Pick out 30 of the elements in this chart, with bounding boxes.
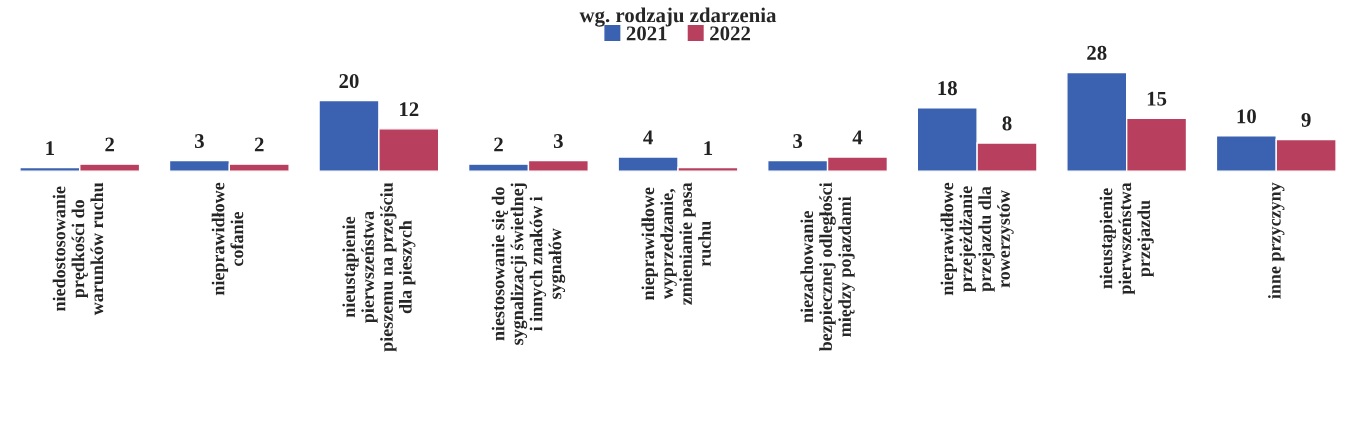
legend-label: 2022 bbox=[710, 26, 751, 41]
data-label: 10 bbox=[1237, 109, 1256, 124]
data-label: 2 bbox=[105, 137, 114, 152]
data-label: 3 bbox=[194, 134, 204, 149]
data-label: 3 bbox=[553, 134, 563, 149]
x-tick-label: nieprawidłowe wyprzedzanie, zmienianie pasa ruchu bbox=[641, 182, 711, 305]
x-tick-label: niedostosowanie prędkości do warunków ruchu bbox=[52, 182, 104, 316]
data-label: 2 bbox=[494, 137, 503, 152]
data-label: 28 bbox=[1087, 45, 1107, 60]
data-label: 1 bbox=[704, 141, 713, 155]
chart-title: wg. rodzaju zdarzenia bbox=[579, 7, 777, 27]
legend-label: 2021 bbox=[626, 26, 667, 41]
data-label: 4 bbox=[643, 130, 653, 145]
data-label: 12 bbox=[400, 102, 419, 117]
x-tick-label: niestosowanie się do sygnalizacji świetlnej i innych znaków i sygnałów bbox=[491, 183, 566, 345]
data-label: 18 bbox=[938, 81, 957, 96]
x-tick-label: nieprawidłowe przejeżdżanie przejazdu dla rowerzystów bbox=[940, 182, 1014, 296]
data-label: 1 bbox=[46, 141, 54, 155]
x-tick-label: nieustąpienie pierwszeństwa przejazdu bbox=[1099, 182, 1154, 295]
x-tick-label: nieustąpienie pierwszeństwa pieszemu na przejściu dla pieszych bbox=[342, 182, 416, 352]
x-tick-label: inne przyczyny bbox=[1268, 182, 1285, 299]
data-label: 8 bbox=[1002, 116, 1012, 131]
data-label: 20 bbox=[339, 74, 359, 89]
data-label: 4 bbox=[852, 130, 863, 145]
data-label: 9 bbox=[1301, 112, 1311, 127]
data-label: 3 bbox=[793, 134, 803, 149]
data-label: 2 bbox=[254, 137, 264, 152]
x-tick-label: niezachowanie bezpiecznej odległości między pojazdami bbox=[800, 182, 855, 352]
x-tick-label: nieprawidłowe cofanie bbox=[211, 182, 244, 296]
data-label: 15 bbox=[1147, 91, 1167, 106]
